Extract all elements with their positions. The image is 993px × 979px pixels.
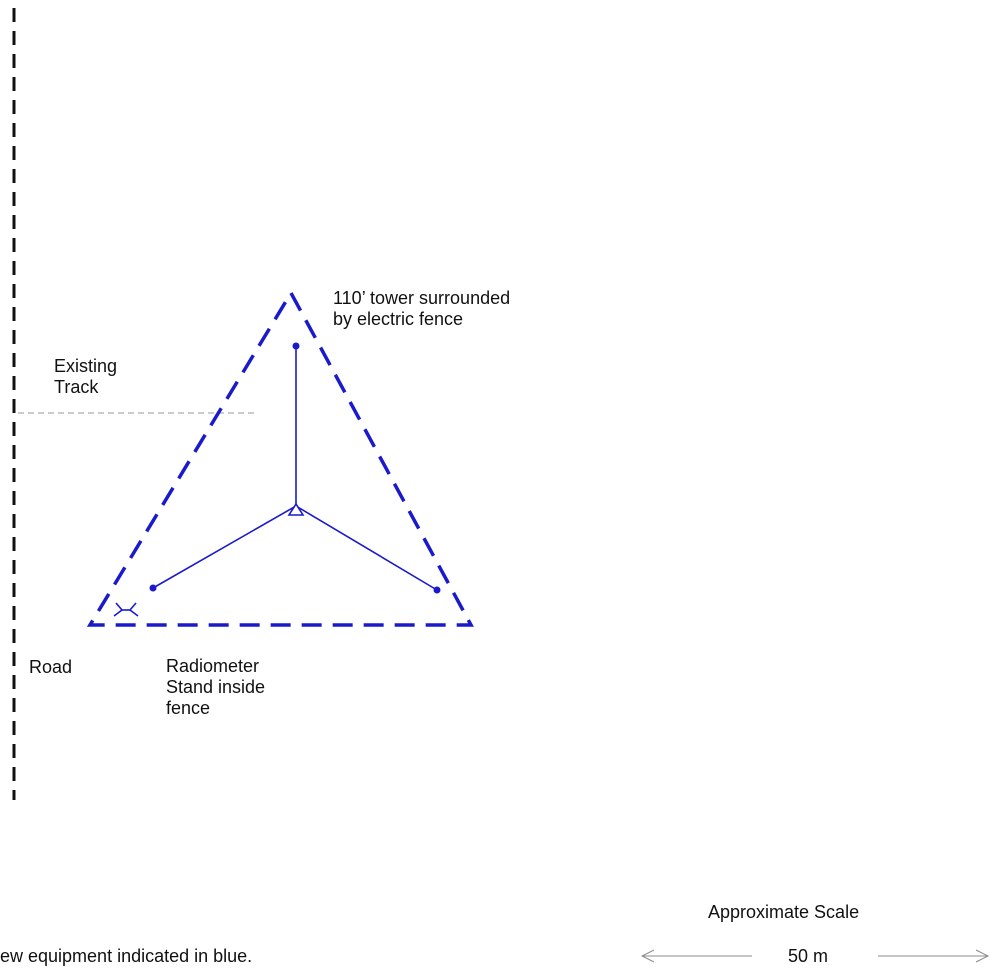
scale-value: 50 m xyxy=(788,946,829,966)
radiometer-label-line1: Radiometer xyxy=(166,656,260,676)
guy-wire-right xyxy=(295,505,438,591)
track-label-line2: Track xyxy=(54,377,99,397)
anchor-point-right xyxy=(433,586,441,594)
anchor-point-top xyxy=(292,342,300,350)
radiometer-stand-icon xyxy=(113,602,139,617)
road-label: Road xyxy=(29,657,73,677)
guy-wire-left xyxy=(152,505,297,589)
scale-right-arrow-icon xyxy=(975,949,990,963)
tower-base-icon xyxy=(287,502,305,516)
scale-bar xyxy=(640,949,990,963)
radiometer-label-line3: fence xyxy=(166,698,211,718)
anchor-point-left xyxy=(149,584,157,592)
guy-wires xyxy=(152,347,438,591)
track-label-line1: Existing xyxy=(54,356,118,376)
tower-label-line2: by electric fence xyxy=(333,309,464,329)
legend-note: ew equipment indicated in blue. xyxy=(0,946,253,966)
scale-title: Approximate Scale xyxy=(708,902,860,922)
electric-fence xyxy=(86,289,474,627)
scale-left-arrow-icon xyxy=(640,949,655,963)
tower-label-line1: 110’ tower surrounded xyxy=(333,288,511,308)
radiometer-label-line2: Stand inside xyxy=(166,677,266,697)
